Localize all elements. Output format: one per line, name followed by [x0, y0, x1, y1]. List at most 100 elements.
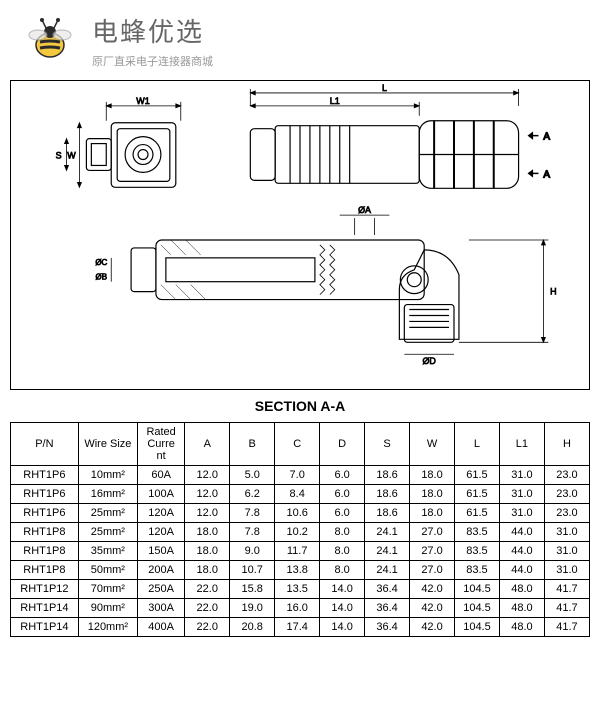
cell: RHT1P12 [11, 580, 79, 599]
cell: 10mm² [78, 466, 137, 485]
cell: 31.0 [499, 466, 544, 485]
svg-text:A: A [543, 169, 550, 180]
cell: 44.0 [499, 561, 544, 580]
cell: 27.0 [410, 523, 455, 542]
cell: 42.0 [410, 580, 455, 599]
col-pn: P/N [11, 423, 79, 466]
col-d: D [320, 423, 365, 466]
table-row: RHT1P835mm²150A18.09.011.78.024.127.083.… [11, 542, 590, 561]
cell: 25mm² [78, 504, 137, 523]
cell: 60A [137, 466, 184, 485]
dimensions-table: P/N Wire Size RatedCurrent A B C D S W L… [10, 422, 590, 637]
svg-text:S: S [56, 150, 62, 160]
cell: 11.7 [275, 542, 320, 561]
cell: RHT1P6 [11, 466, 79, 485]
cell: 27.0 [410, 542, 455, 561]
cell: 10.2 [275, 523, 320, 542]
cell: RHT1P8 [11, 542, 79, 561]
cell: 18.0 [410, 504, 455, 523]
cell: 7.8 [230, 523, 275, 542]
cell: 6.0 [320, 485, 365, 504]
cell: 22.0 [185, 618, 230, 637]
cell: 18.0 [185, 523, 230, 542]
cell: 16.0 [275, 599, 320, 618]
brand-title: 电蜂优选 [92, 12, 213, 49]
cell: 41.7 [544, 580, 589, 599]
cell: RHT1P8 [11, 523, 79, 542]
cell: 104.5 [455, 580, 500, 599]
bee-logo [20, 10, 80, 70]
cell: 6.2 [230, 485, 275, 504]
table-row: RHT1P1270mm²250A22.015.813.514.036.442.0… [11, 580, 590, 599]
cell: 6.0 [320, 504, 365, 523]
svg-text:ØB: ØB [96, 273, 107, 282]
cell: 22.0 [185, 580, 230, 599]
table-row: RHT1P610mm²60A12.05.07.06.018.618.061.53… [11, 466, 590, 485]
table-row: RHT1P616mm²100A12.06.28.46.018.618.061.5… [11, 485, 590, 504]
cell: 41.7 [544, 618, 589, 637]
cell: 12.0 [185, 504, 230, 523]
connector-drawing: L L1 W1 W [11, 81, 589, 389]
cell: 48.0 [499, 618, 544, 637]
cell: 13.8 [275, 561, 320, 580]
cell: 24.1 [365, 542, 410, 561]
col-l1: L1 [499, 423, 544, 466]
cell: 12.0 [185, 485, 230, 504]
col-rated: RatedCurrent [137, 423, 184, 466]
col-wire: Wire Size [78, 423, 137, 466]
cell: 14.0 [320, 618, 365, 637]
svg-text:L: L [382, 83, 387, 93]
cell: 83.5 [455, 561, 500, 580]
cell: 44.0 [499, 542, 544, 561]
cell: 104.5 [455, 618, 500, 637]
cell: 50mm² [78, 561, 137, 580]
cell: 14.0 [320, 599, 365, 618]
cell: 17.4 [275, 618, 320, 637]
svg-text:ØA: ØA [358, 205, 371, 215]
svg-text:ØD: ØD [422, 356, 436, 366]
cell: 120mm² [78, 618, 137, 637]
col-w: W [410, 423, 455, 466]
cell: 18.0 [410, 485, 455, 504]
cell: 15.8 [230, 580, 275, 599]
cell: 7.8 [230, 504, 275, 523]
cell: 23.0 [544, 466, 589, 485]
cell: 83.5 [455, 523, 500, 542]
cell: 14.0 [320, 580, 365, 599]
svg-text:W1: W1 [136, 96, 149, 106]
cell: RHT1P14 [11, 618, 79, 637]
cell: RHT1P6 [11, 485, 79, 504]
svg-text:H: H [550, 287, 556, 297]
svg-text:A: A [543, 132, 550, 143]
cell: 120A [137, 504, 184, 523]
svg-text:W: W [67, 150, 76, 160]
cell: 18.0 [185, 561, 230, 580]
cell: 8.4 [275, 485, 320, 504]
technical-drawing-panel: L L1 W1 W [10, 80, 590, 390]
cell: 13.5 [275, 580, 320, 599]
cell: RHT1P6 [11, 504, 79, 523]
cell: 200A [137, 561, 184, 580]
cell: 300A [137, 599, 184, 618]
cell: 90mm² [78, 599, 137, 618]
cell: 31.0 [499, 485, 544, 504]
table-row: RHT1P1490mm²300A22.019.016.014.036.442.0… [11, 599, 590, 618]
cell: 44.0 [499, 523, 544, 542]
table-row: RHT1P850mm²200A18.010.713.88.024.127.083… [11, 561, 590, 580]
cell: 23.0 [544, 485, 589, 504]
cell: 83.5 [455, 542, 500, 561]
cell: 6.0 [320, 466, 365, 485]
cell: 23.0 [544, 504, 589, 523]
cell: 36.4 [365, 599, 410, 618]
col-a: A [185, 423, 230, 466]
cell: RHT1P8 [11, 561, 79, 580]
cell: 24.1 [365, 523, 410, 542]
brand-subtitle: 原厂直采电子连接器商城 [92, 53, 213, 69]
cell: 8.0 [320, 523, 365, 542]
cell: 41.7 [544, 599, 589, 618]
cell: 31.0 [544, 542, 589, 561]
cell: 25mm² [78, 523, 137, 542]
cell: 42.0 [410, 618, 455, 637]
col-c: C [275, 423, 320, 466]
cell: 61.5 [455, 485, 500, 504]
